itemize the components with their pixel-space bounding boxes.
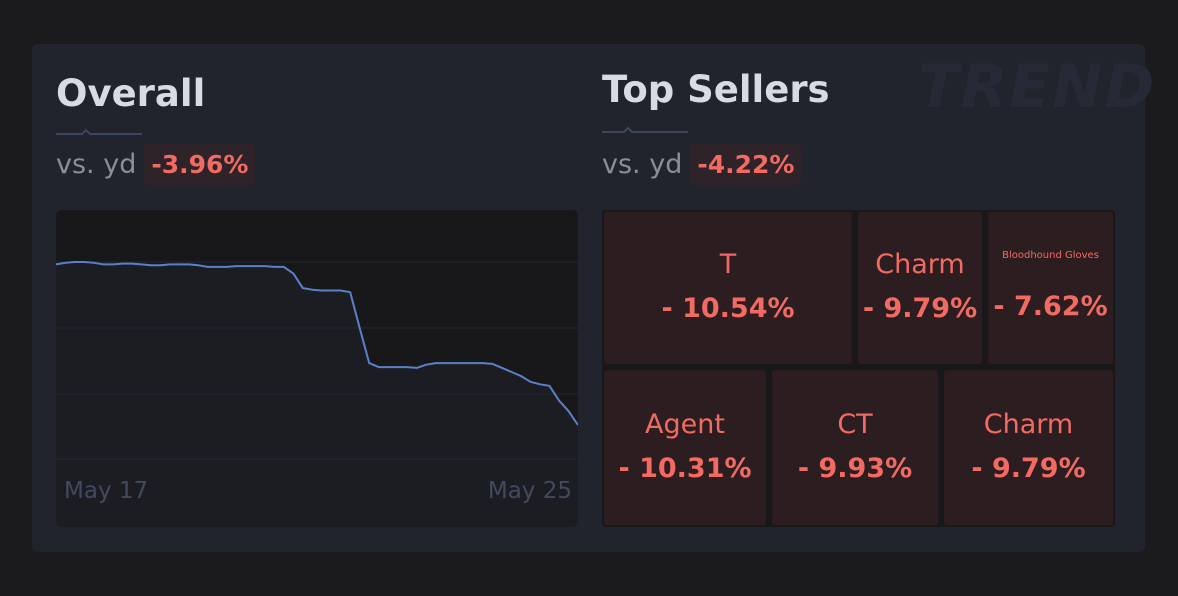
seller-tile[interactable]: Agent - 10.31% (604, 370, 766, 525)
trend-watermark: TREND (918, 52, 1157, 122)
seller-tile[interactable]: Charm - 9.79% (944, 370, 1113, 525)
top-sellers-title-underline (602, 126, 688, 133)
seller-tile-change: - 10.54% (661, 293, 795, 324)
overall-title: Overall (56, 72, 206, 115)
seller-tile-change: - 10.31% (618, 452, 752, 484)
overall-title-underline (56, 128, 142, 135)
overall-line-chart: May 17 May 25 (56, 210, 578, 527)
top-sellers-title: Top Sellers (602, 68, 830, 111)
seller-tile-change: - 9.93% (797, 452, 913, 484)
top-sellers-vs-label: vs. yd (602, 148, 683, 180)
overall-vs-label: vs. yd (56, 148, 137, 180)
line-chart-svg (56, 261, 578, 527)
seller-tile-change: - 9.79% (862, 293, 978, 324)
seller-tile-name: T (719, 249, 737, 280)
seller-tile-name: Charm (875, 249, 965, 280)
seller-tile-name: CT (837, 408, 873, 440)
seller-tile-name: Charm (983, 408, 1074, 440)
seller-tile-name: Agent (645, 408, 725, 440)
trend-card: TREND Overall vs. yd -3.96% May 17 May 2… (32, 44, 1154, 552)
chart-series-line (56, 261, 578, 426)
seller-tile[interactable]: Bloodhound Gloves - 7.62% (988, 212, 1113, 364)
seller-tile[interactable]: T - 10.54% (604, 212, 852, 364)
top-sellers-change-badge: -4.22% (690, 143, 802, 185)
overall-change-badge: -3.96% (144, 143, 256, 185)
x-tick-label-start: May 17 (64, 478, 149, 504)
x-tick-label-end: May 25 (487, 478, 572, 504)
top-sellers-treemap: T - 10.54% Charm - 9.79% Bloodhound Glov… (602, 210, 1115, 527)
overall-vs-row: vs. yd -3.96% (56, 142, 256, 186)
seller-tile[interactable]: CT - 9.93% (772, 370, 938, 525)
seller-tile-name: Bloodhound Gloves (1002, 250, 1099, 261)
seller-tile-change: - 9.79% (971, 452, 1086, 484)
seller-tile[interactable]: Charm - 9.79% (858, 212, 982, 364)
top-sellers-vs-row: vs. yd -4.22% (602, 142, 802, 186)
seller-tile-change: - 7.62% (993, 291, 1108, 322)
